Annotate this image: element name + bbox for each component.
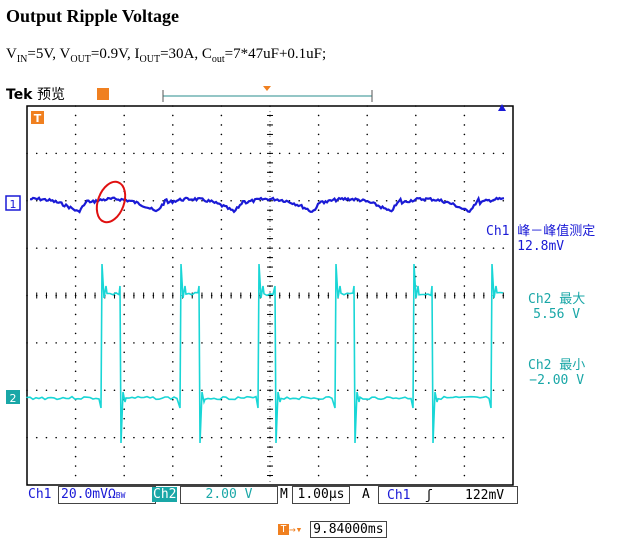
vout-sub: OUT: [70, 54, 91, 65]
timebase-box: 1.00µs: [292, 486, 350, 504]
ch1-scale: 20.0mVΩ: [61, 487, 116, 502]
page-title: Output Ripple Voltage: [6, 6, 180, 26]
trigger-label: A: [362, 487, 370, 502]
trigger-slope-icon: ʃ: [425, 488, 433, 503]
ch2-min-label: Ch2 最小: [528, 358, 586, 373]
trigger-position-readout: T →▾ 9.84000ms: [278, 521, 387, 538]
ch2-max-label: Ch2 最大: [528, 292, 586, 307]
ch2-max-measurement: Ch2 最大 5.56 V: [528, 288, 585, 322]
iout-value: =30A,: [160, 46, 202, 62]
cout-sub: out: [211, 54, 225, 65]
cout-value: =7*47uF+0.1uF;: [224, 46, 327, 62]
ch2-min-measurement: Ch2 最小 −2.00 V: [528, 354, 585, 388]
vin-label: V: [6, 46, 17, 62]
timebase-label: M: [280, 487, 288, 502]
ch1-scale-box: 20.0mVΩBW: [58, 486, 156, 504]
cout-label: C: [201, 46, 212, 62]
arrow-right-icon: →▾: [289, 523, 303, 536]
ch2-switch-node-waveform: [26, 263, 504, 444]
ch2-scale-box: 2.00 V: [180, 486, 278, 504]
ch1-bw-limit: BW: [115, 491, 126, 500]
scope-brand: Tek 预览: [6, 84, 65, 104]
oscilloscope-screen: T 1 2: [5, 86, 514, 486]
highlight-circle: [95, 180, 127, 224]
trigger-level-arrow: [498, 104, 506, 111]
ch1-label: Ch1: [28, 487, 52, 502]
trigger-box: Ch1 ʃ 122mV: [378, 486, 518, 504]
ch1-marker-label: 1: [10, 198, 17, 211]
ch1-ground-marker: [5, 195, 21, 211]
trigger-channel: Ch1: [387, 488, 411, 503]
vin-sub: IN: [16, 54, 28, 65]
ch2-marker-label: 2: [10, 392, 17, 405]
record-trigger-marker: [97, 88, 109, 100]
test-conditions: VIN=5V, VOUT=0.9V, IOUT=30A, Cout=7*47uF…: [6, 46, 326, 65]
trigger-position-arrow: [263, 86, 271, 91]
trigger-position-icon: T: [278, 524, 289, 535]
ch1-pk2pk-measurement: Ch1 峰－峰值测定 12.8mV: [486, 220, 595, 254]
ch2-max-value: 5.56 V: [533, 307, 581, 322]
ch1-pk2pk-value: 12.8mV: [517, 239, 565, 254]
status-bar: Ch1 20.0mVΩBW Ch2 2.00 V M 1.00µs A Ch1 …: [28, 486, 518, 504]
ch1-pk2pk-label: Ch1 峰－峰值测定: [486, 224, 596, 239]
timebase-value: 1.00µs: [297, 487, 345, 502]
ch2-label: Ch2: [152, 487, 178, 502]
tek-logo: Tek: [6, 87, 33, 103]
acquisition-mode: 预览: [36, 87, 65, 103]
trigger-t-label: T: [34, 112, 42, 125]
trigger-time-marker: [31, 111, 44, 124]
vout-label: V: [59, 46, 71, 62]
vin-value: =5V,: [27, 46, 60, 62]
ch2-min-value: −2.00 V: [529, 373, 585, 388]
ch1-ripple-waveform: [29, 195, 505, 214]
iout-label: I: [134, 46, 140, 62]
ch2-ground-marker: [6, 390, 20, 404]
graticule-grid: [26, 105, 505, 485]
ch2-scale: 2.00 V: [205, 487, 253, 502]
trigger-position-value: 9.84000ms: [310, 521, 387, 538]
vout-value: =0.9V,: [90, 46, 135, 62]
trigger-level: 122mV: [465, 488, 505, 503]
iout-sub: OUT: [139, 54, 161, 65]
